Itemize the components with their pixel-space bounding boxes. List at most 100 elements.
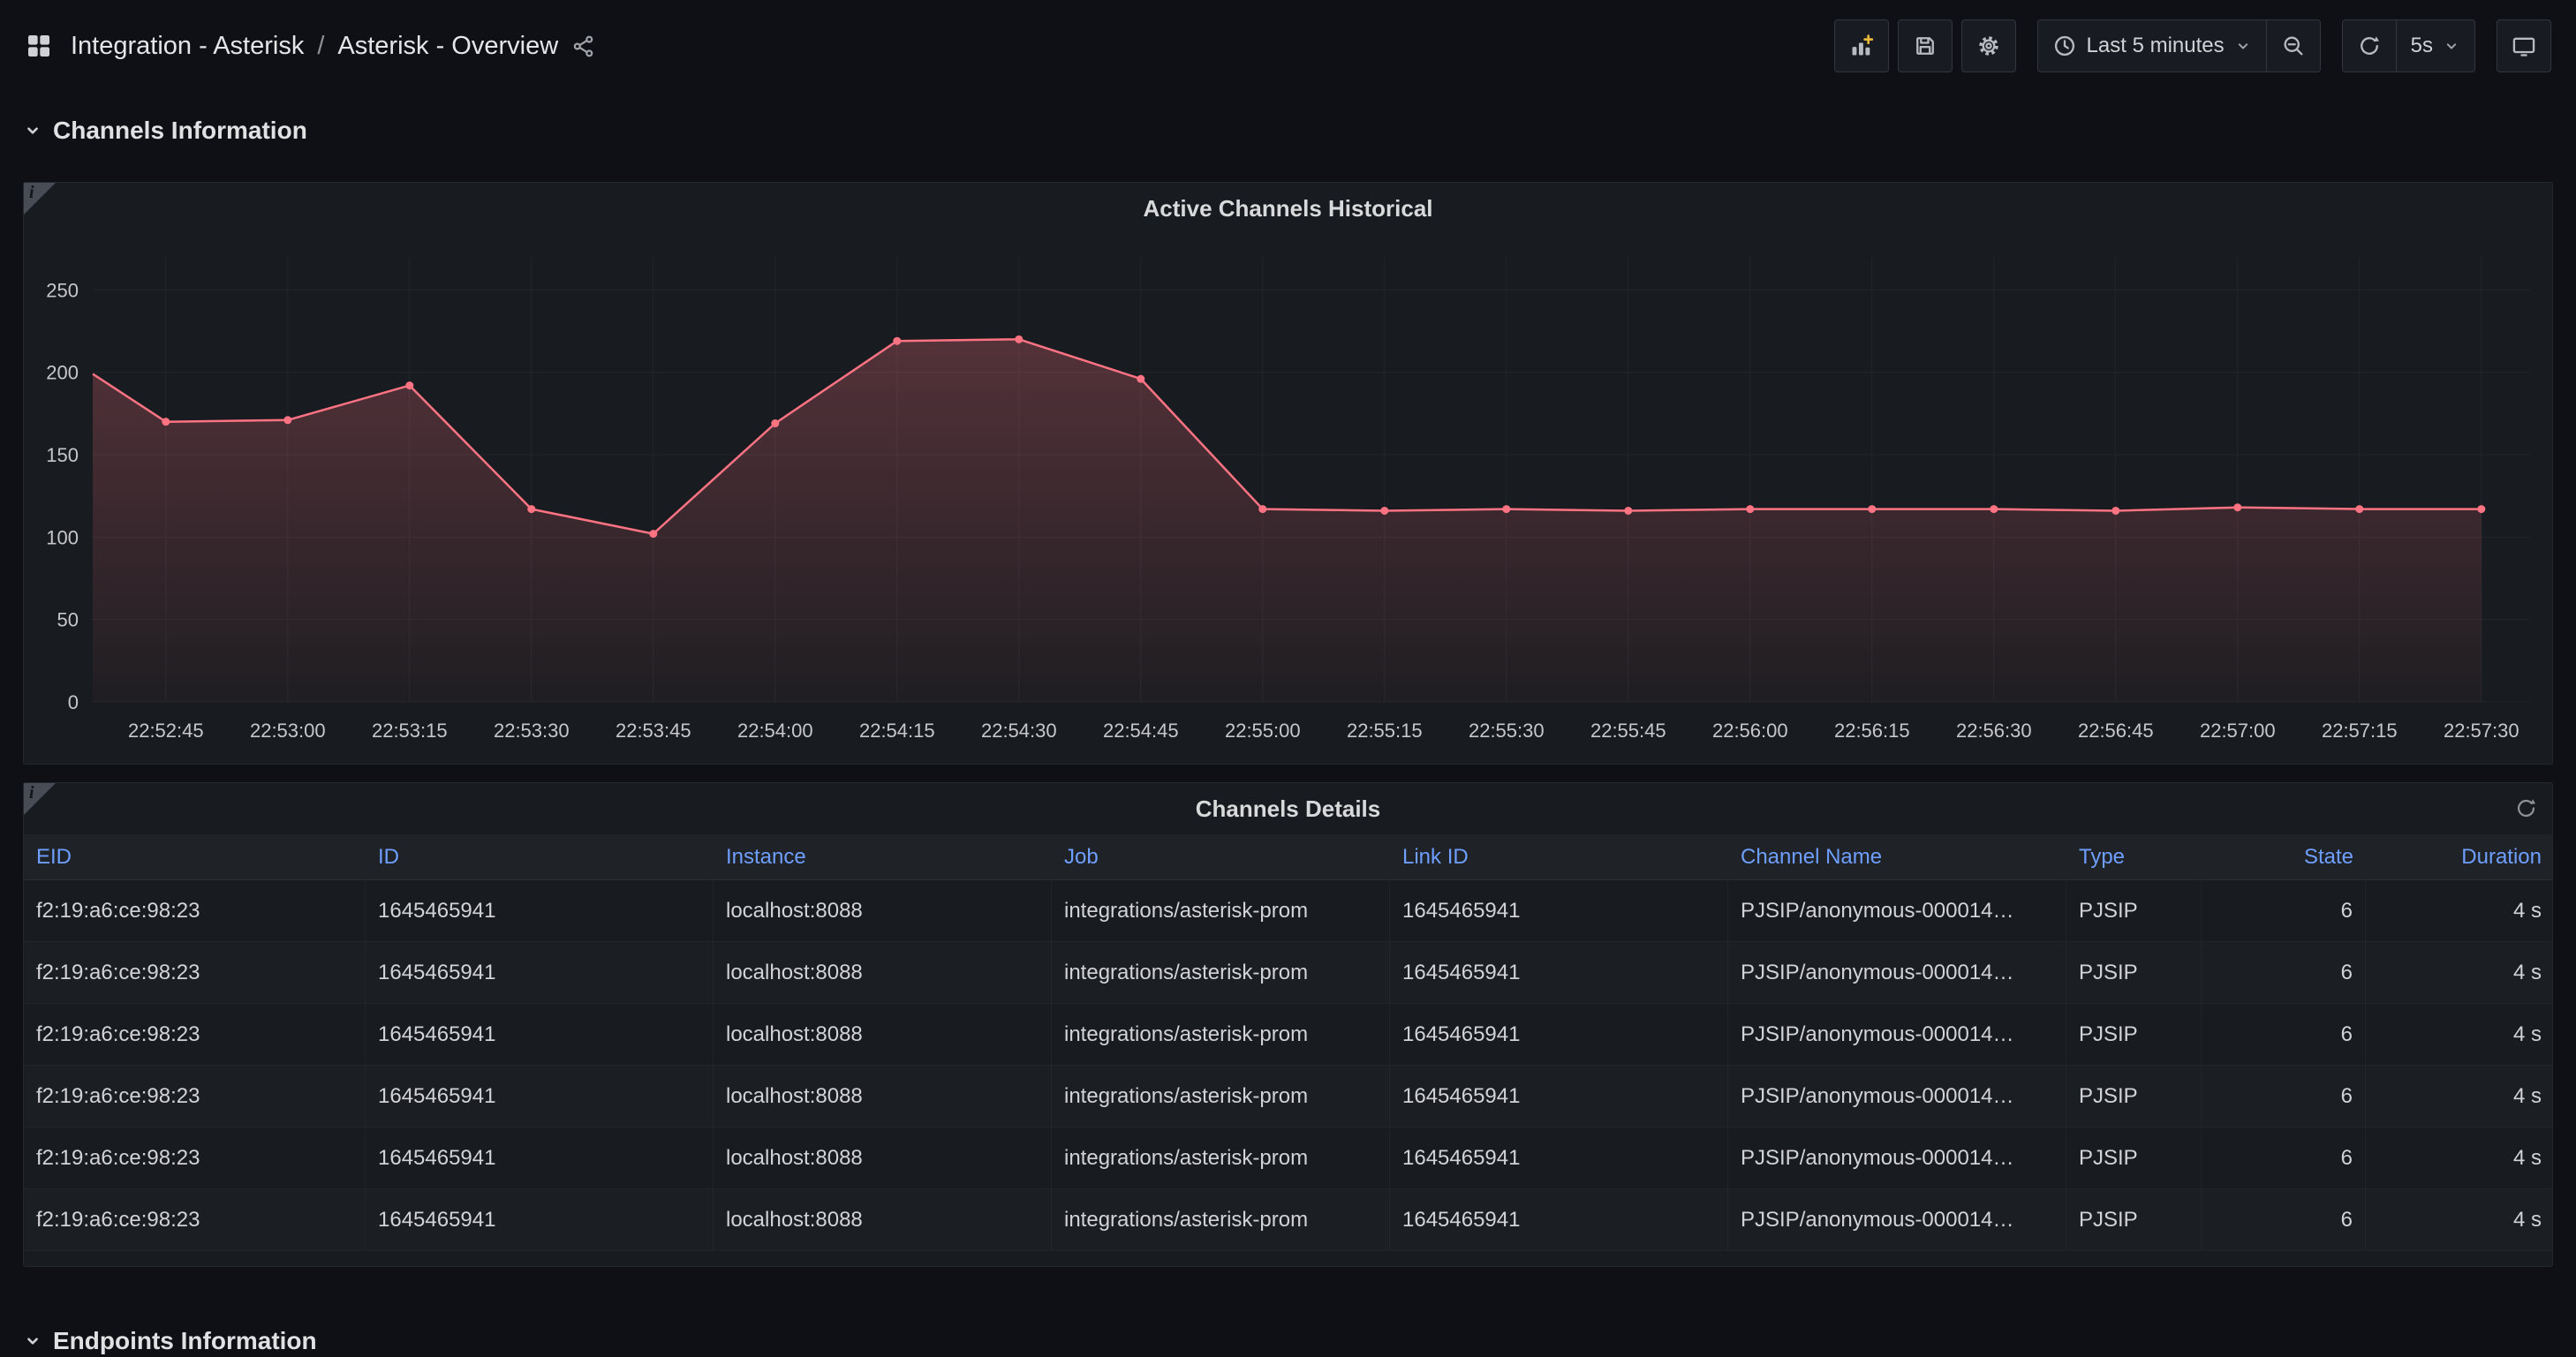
chart-point [2111, 506, 2120, 515]
table-cell: PJSIP/anonymous-000014… [1728, 1189, 2066, 1250]
table-row: f2:19:a6:ce:98:23 1645465941 localhost:808… [24, 942, 2552, 1004]
chart-point [1502, 505, 1511, 514]
table-cell: f2:19:a6:ce:98:23 [24, 1066, 366, 1127]
zoom-out-button[interactable] [2266, 19, 2321, 72]
table-cell: 4 s [2512, 1022, 2542, 1046]
chart-point [1624, 506, 1633, 515]
time-range-button[interactable]: Last 5 minutes [2036, 19, 2267, 72]
panel-title-active-channels[interactable]: Active Channels Historical [1143, 195, 1433, 222]
x-tick-label: 22:55:15 [1347, 720, 1423, 742]
tv-mode-button[interactable] [2497, 19, 2551, 72]
info-icon: i [29, 783, 34, 803]
table-cell: 6 [2202, 1004, 2366, 1065]
chart-point [1990, 505, 1998, 514]
x-tick-label: 22:56:45 [2078, 720, 2154, 742]
panel-info-corner[interactable]: i [24, 183, 56, 215]
table-cell: 6 [2202, 942, 2366, 1003]
collapse-chevron-icon [27, 127, 38, 134]
table-row: f2:19:a6:ce:98:23 1645465941 localhost:808… [24, 1066, 2552, 1127]
table-cell: integrations/asterisk-prom [1052, 942, 1390, 1003]
apps-grid-icon[interactable] [25, 32, 53, 60]
chart-point [2477, 505, 2486, 514]
table-cell: integrations/asterisk-prom [1052, 1189, 1390, 1250]
column-header-job[interactable]: Job [1064, 845, 1099, 869]
x-tick-label: 22:55:00 [1225, 720, 1301, 742]
breadcrumb-folder[interactable]: Integration - Asterisk [71, 31, 305, 60]
panel-title-channels-details[interactable]: Channels Details [1195, 795, 1381, 822]
chart-point [283, 416, 292, 425]
column-header-channel-name[interactable]: Channel Name [1741, 845, 1883, 869]
x-tick-label: 22:54:30 [981, 720, 1057, 742]
chart-point [405, 381, 414, 390]
nav-breadcrumb-area: Integration - Asterisk / Asterisk - Over… [25, 32, 595, 61]
refresh-button[interactable] [2341, 19, 2397, 72]
breadcrumb: Integration - Asterisk / Asterisk - Over… [71, 32, 595, 61]
x-tick-label: 22:57:00 [2200, 720, 2276, 742]
table-cell: localhost:8088 [714, 1004, 1052, 1065]
time-range-label: Last 5 minutes [2086, 34, 2225, 57]
table-cell: 1645465941 [366, 1066, 714, 1127]
nav-toolbar: Last 5 minutes 5s [1833, 19, 2551, 72]
refresh-interval-button[interactable]: 5s [2396, 19, 2475, 72]
table-cell: 6 [2202, 1127, 2366, 1188]
top-nav: Integration - Asterisk / Asterisk - Over… [0, 0, 2576, 92]
x-tick-label: 22:57:30 [2444, 720, 2519, 742]
table-cell: 4 s [2512, 961, 2542, 984]
x-tick-label: 22:53:15 [372, 720, 448, 742]
x-tick-label: 22:53:00 [250, 720, 326, 742]
column-header-type[interactable]: Type [2079, 845, 2126, 869]
column-header-link-id[interactable]: Link ID [1402, 845, 1469, 869]
active-channels-chart[interactable]: 0 50 100 150 200 250 22:52:45 22:53:00 22:53:15 2… [24, 234, 2552, 760]
table-cell: f2:19:a6:ce:98:23 [24, 1004, 366, 1065]
refresh-interval-label: 5s [2410, 34, 2433, 57]
chart-point [893, 336, 902, 345]
table-cell: 4 s [2512, 1208, 2542, 1232]
table-row: f2:19:a6:ce:98:23 1645465941 localhost:808… [24, 1189, 2552, 1251]
add-panel-button[interactable] [1833, 19, 1889, 72]
refresh-icon [2517, 799, 2536, 818]
table-cell: PJSIP/anonymous-000014… [1728, 880, 2066, 941]
save-dashboard-button[interactable] [1897, 19, 1953, 72]
table-cell: 1645465941 [366, 880, 714, 941]
row-header-endpoints-information[interactable]: Endpoints Information [23, 1325, 2576, 1357]
info-icon: i [29, 183, 34, 202]
breadcrumb-dashboard[interactable]: Asterisk - Overview [337, 31, 559, 60]
table-cell: 1645465941 [1390, 942, 1728, 1003]
table-cell: localhost:8088 [714, 942, 1052, 1003]
x-tick-label: 22:54:45 [1103, 720, 1179, 742]
column-header-duration[interactable]: Duration [2461, 845, 2542, 869]
table-cell: 1645465941 [366, 1004, 714, 1065]
table-cell: 1645465941 [1390, 1066, 1728, 1127]
table-cell: PJSIP [2066, 1127, 2202, 1188]
column-header-id[interactable]: ID [378, 845, 399, 869]
chart-point [162, 418, 170, 426]
panel-refresh-button[interactable] [2514, 796, 2538, 823]
table-cell: PJSIP/anonymous-000014… [1728, 1004, 2066, 1065]
dashboard-settings-button[interactable] [1960, 19, 2016, 72]
panel-active-channels-historical: i Active Channels Historical 0 50 100 150 20… [23, 182, 2553, 765]
y-tick-label: 0 [68, 691, 79, 713]
table-row: f2:19:a6:ce:98:23 1645465941 localhost:808… [24, 1127, 2552, 1189]
x-tick-label: 22:52:45 [128, 720, 204, 742]
table-body: f2:19:a6:ce:98:23 1645465941 localhost:808… [24, 880, 2552, 1251]
table-header-row: EID ID Instance Job Link ID Channel Name Type S… [24, 834, 2552, 880]
table-cell: 6 [2202, 1066, 2366, 1127]
chevron-down-icon [2446, 43, 2457, 49]
row-header-channels-information[interactable]: Channels Information [23, 115, 2576, 147]
y-tick-label: 100 [46, 526, 79, 548]
y-tick-label: 250 [46, 279, 79, 301]
table-row: f2:19:a6:ce:98:23 1645465941 localhost:808… [24, 880, 2552, 942]
panel-info-corner[interactable]: i [24, 783, 56, 815]
chart-point [1380, 506, 1389, 515]
column-header-instance[interactable]: Instance [726, 845, 806, 869]
zoom-out-icon [2284, 36, 2303, 56]
time-picker-group: Last 5 minutes [2036, 19, 2321, 72]
column-header-eid[interactable]: EID [36, 845, 72, 869]
x-tick-label: 22:55:45 [1590, 720, 1666, 742]
tv-icon [2512, 37, 2535, 57]
table-cell: integrations/asterisk-prom [1052, 1127, 1390, 1188]
share-button[interactable] [571, 34, 595, 58]
table-cell: 1645465941 [1390, 1189, 1728, 1250]
table-cell: 1645465941 [1390, 880, 1728, 941]
column-header-state[interactable]: State [2303, 845, 2353, 869]
